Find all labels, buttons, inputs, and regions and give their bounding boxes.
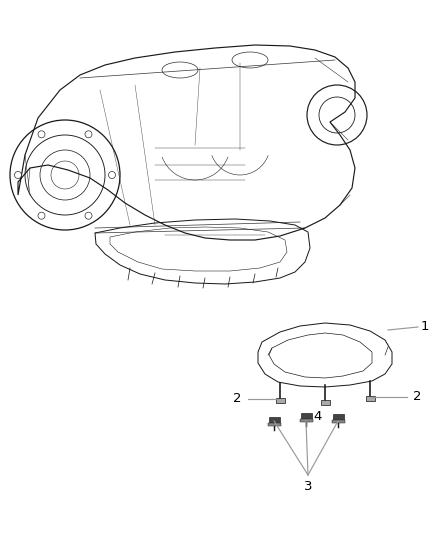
Circle shape: [14, 172, 21, 179]
Circle shape: [38, 212, 45, 219]
Circle shape: [85, 212, 92, 219]
Circle shape: [109, 172, 116, 179]
Bar: [365, 396, 374, 401]
Text: 3: 3: [304, 480, 312, 493]
Text: 2: 2: [233, 392, 242, 406]
Bar: [268, 423, 280, 426]
Bar: [332, 414, 343, 420]
Text: 4: 4: [314, 410, 322, 423]
Bar: [321, 400, 329, 405]
Bar: [300, 413, 311, 419]
Text: 2: 2: [413, 391, 421, 403]
Bar: [268, 417, 279, 423]
Text: 1: 1: [421, 319, 430, 333]
Circle shape: [85, 131, 92, 138]
Circle shape: [38, 131, 45, 138]
Bar: [332, 420, 345, 423]
Bar: [276, 398, 285, 403]
Bar: [300, 419, 312, 422]
